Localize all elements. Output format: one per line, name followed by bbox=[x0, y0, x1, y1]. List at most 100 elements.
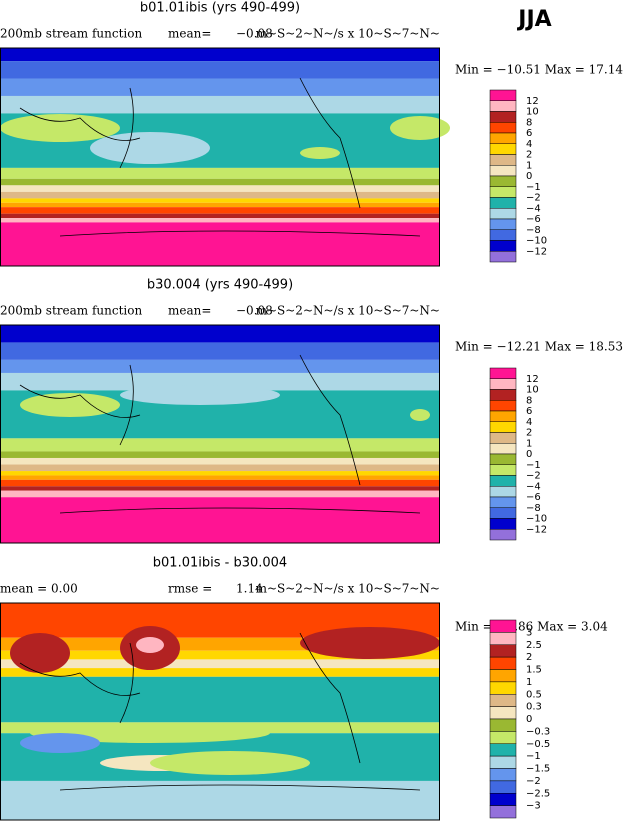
colorbar-label: 10 bbox=[526, 107, 539, 118]
contour-patch bbox=[390, 116, 450, 140]
colorbar-box bbox=[489, 111, 517, 123]
map-frame bbox=[0, 602, 440, 821]
contour-patch bbox=[150, 751, 310, 775]
contour-band bbox=[0, 95, 440, 114]
contour-band bbox=[0, 325, 440, 343]
contour-band bbox=[0, 486, 440, 491]
colorbar-box bbox=[489, 410, 517, 422]
map bbox=[0, 47, 450, 267]
colorbar-label: 6 bbox=[526, 128, 532, 139]
colorbar-box bbox=[489, 805, 517, 819]
contour-patch bbox=[20, 733, 100, 753]
colorbar-label: 12 bbox=[526, 96, 539, 107]
colorbar-box bbox=[489, 208, 517, 220]
colorbar-box bbox=[489, 718, 517, 732]
contour-band bbox=[0, 479, 440, 487]
colorbar-label: 0.3 bbox=[526, 702, 542, 713]
colorbar-box bbox=[489, 378, 517, 390]
panel-units: m~S~2~N~/s x 10~S~7~N~ bbox=[256, 582, 440, 596]
colorbar-box bbox=[489, 644, 517, 658]
panel-mid-label: mean= bbox=[168, 304, 211, 318]
contour-band bbox=[0, 359, 440, 373]
contour-patch bbox=[10, 633, 70, 673]
contour-band bbox=[0, 207, 440, 214]
colorbar-label: −12 bbox=[526, 524, 547, 535]
contour-band bbox=[0, 191, 440, 199]
contour-band bbox=[0, 650, 440, 660]
panel-title: b01.01ibis - b30.004 bbox=[153, 556, 287, 571]
colorbar-label: 0 bbox=[526, 714, 532, 725]
colorbar-label: −10 bbox=[526, 236, 547, 247]
colorbar-box bbox=[489, 389, 517, 401]
panel-title: b30.004 (yrs 490-499) bbox=[147, 278, 293, 293]
colorbar-label: 1 bbox=[526, 677, 532, 688]
colorbar-label: 3 bbox=[526, 627, 532, 638]
contour-band bbox=[0, 475, 440, 480]
contour-band bbox=[0, 78, 440, 96]
contour-band bbox=[0, 213, 440, 219]
contour-band bbox=[0, 464, 440, 472]
colorbar-box bbox=[489, 89, 517, 101]
contour-patch bbox=[300, 147, 340, 159]
colorbar-label: −10 bbox=[526, 514, 547, 525]
colorbar-box bbox=[489, 475, 517, 487]
contour-band bbox=[0, 668, 440, 677]
colorbar-label: 1 bbox=[526, 160, 532, 171]
colorbar-label: 0.5 bbox=[526, 689, 542, 700]
panel-units: m~S~2~N~/s x 10~S~7~N~ bbox=[256, 304, 440, 318]
colorbar-label: −1 bbox=[526, 460, 541, 471]
contour-band bbox=[0, 676, 440, 723]
colorbar-label: −2 bbox=[526, 471, 541, 482]
contour-band bbox=[0, 342, 440, 360]
colorbar-label: 4 bbox=[526, 139, 532, 150]
colorbar-box bbox=[489, 755, 517, 769]
contour-patch bbox=[120, 385, 280, 405]
colorbar-box bbox=[489, 669, 517, 683]
colorbar-label: −2.5 bbox=[526, 788, 550, 799]
panel-left-label: 200mb stream function bbox=[0, 27, 142, 41]
colorbar-label: −4 bbox=[526, 481, 541, 492]
contour-band bbox=[0, 438, 440, 452]
colorbar-label: −3 bbox=[526, 801, 541, 812]
colorbar-box bbox=[489, 367, 517, 379]
colorbar-box bbox=[489, 165, 517, 177]
colorbar-label: 8 bbox=[526, 117, 532, 128]
coastline bbox=[19, 632, 421, 791]
colorbar-label: −1 bbox=[526, 182, 541, 193]
colorbar-label: −8 bbox=[526, 503, 541, 514]
colorbar-label: −1 bbox=[526, 751, 541, 762]
colorbar-box bbox=[489, 529, 517, 541]
panel-stats: Min = −12.21 Max = 18.53 bbox=[455, 340, 623, 354]
contour-band bbox=[0, 222, 440, 266]
contour-band bbox=[0, 185, 440, 192]
panel-units: m~S~2~N~/s x 10~S~7~N~ bbox=[256, 27, 440, 41]
colorbar-box bbox=[489, 443, 517, 455]
colorbar-box bbox=[489, 486, 517, 498]
colorbar-label: −6 bbox=[526, 492, 541, 503]
colorbar-label: −8 bbox=[526, 225, 541, 236]
contour-patch bbox=[90, 132, 210, 164]
contour-band bbox=[0, 497, 440, 543]
contour-patch bbox=[20, 393, 120, 417]
colorbar-box bbox=[489, 132, 517, 144]
colorbar-label: −0.5 bbox=[526, 739, 550, 750]
colorbar-label: 10 bbox=[526, 385, 539, 396]
colorbar-label: −2 bbox=[526, 193, 541, 204]
colorbar-box bbox=[489, 518, 517, 530]
coastline bbox=[19, 354, 421, 514]
coastline bbox=[19, 77, 421, 237]
contour-band bbox=[0, 178, 440, 186]
colorbar-label: 0 bbox=[526, 171, 532, 182]
contour-band bbox=[0, 198, 440, 203]
colorbar-box bbox=[489, 694, 517, 707]
colorbar-label: 2 bbox=[526, 150, 532, 161]
contour-band bbox=[0, 659, 440, 669]
contour-band bbox=[0, 780, 440, 820]
colorbar-label: 1 bbox=[526, 438, 532, 449]
colorbar-box bbox=[489, 432, 517, 444]
colorbar-label: −1.5 bbox=[526, 764, 550, 775]
panel-mid-label: mean= bbox=[168, 27, 211, 41]
map bbox=[0, 602, 440, 821]
colorbar-label: 8 bbox=[526, 395, 532, 406]
